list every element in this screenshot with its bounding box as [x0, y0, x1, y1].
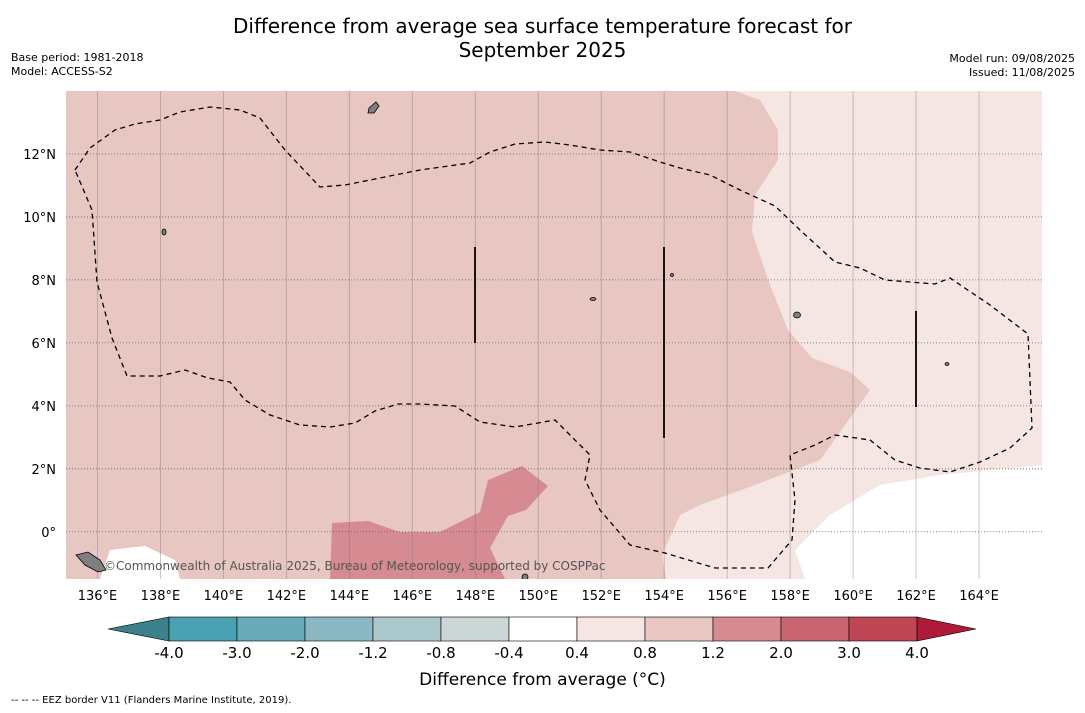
- longitude-labels: 136°E 138°E 140°E 142°E 144°E 146°E 148°E 150°E…: [78, 589, 999, 604]
- latitude-tick-label: 4°N: [32, 400, 57, 415]
- longitude-tick-label: 154°E: [644, 589, 684, 604]
- island-guam: [367, 101, 380, 114]
- longitude-tick-label: 150°E: [518, 589, 558, 604]
- latitude-tick-label: 10°N: [23, 211, 56, 226]
- longitude-tick-label: 136°E: [78, 589, 118, 604]
- colorbar-segment: [780, 616, 850, 642]
- longitude-tick-label: 156°E: [707, 589, 747, 604]
- anomaly-band-0.4-0.8: [662, 91, 1042, 579]
- longitude-tick-label: 140°E: [204, 589, 244, 604]
- colorbar-tick-label: 3.0: [837, 644, 861, 662]
- model-info: Base period: 1981-2018 Model: ACCESS-S2: [11, 51, 143, 79]
- model-name: Model: ACCESS-S2: [11, 65, 113, 78]
- island: [521, 573, 529, 579]
- issued-date: Issued: 11/08/2025: [968, 66, 1075, 79]
- island: [589, 297, 597, 301]
- latitude-tick-label: 6°N: [32, 337, 57, 352]
- title-line-1: Difference from average sea surface temp…: [232, 14, 852, 38]
- longitude-tick-label: 138°E: [141, 589, 181, 604]
- map-plot-area: ©Commonwealth of Australia 2025, Bureau …: [66, 91, 1042, 579]
- latitude-tick-label: 2°N: [32, 463, 57, 478]
- colorbar-segment: [304, 616, 374, 642]
- latitude-tick-label: 8°N: [32, 274, 57, 289]
- island-kosrae: [944, 362, 950, 366]
- islands: [75, 101, 950, 579]
- colorbar-tick-label: 2.0: [769, 644, 793, 662]
- colorbar-tick-label: 0.4: [565, 644, 589, 662]
- longitude-tick-label: 148°E: [456, 589, 496, 604]
- anomaly-band-neutral: [795, 465, 1042, 579]
- colorbar-segment: [168, 616, 238, 642]
- base-period: Base period: 1981-2018: [11, 51, 144, 64]
- colorbar-segment: [576, 616, 646, 642]
- colorbar-segment: [508, 616, 578, 642]
- colorbar-extend-high: [916, 616, 977, 642]
- colorbar-segment: [644, 616, 714, 642]
- longitude-tick-label: 144°E: [330, 589, 370, 604]
- colorbar-segment: [236, 616, 306, 642]
- colorbar-title: Difference from average (°C): [419, 670, 666, 690]
- colorbar-segment: [848, 616, 918, 642]
- latitude-tick-label: 0°: [41, 526, 56, 541]
- colorbar-tick-label: -3.0: [222, 644, 251, 662]
- island: [670, 273, 674, 277]
- colorbar-tick-label: 0.8: [633, 644, 657, 662]
- latitude-gridlines: [66, 153, 1042, 533]
- colorbar-segment: [712, 616, 782, 642]
- colorbar-tick-label: -0.8: [426, 644, 455, 662]
- longitude-tick-label: 162°E: [896, 589, 936, 604]
- eez-footnote: -- -- -- EEZ border V11 (Flanders Marine…: [11, 695, 292, 706]
- colorbar-tick-label: -4.0: [154, 644, 183, 662]
- colorbar-labels: -4.0 -3.0 -2.0 -1.2 -0.8 -0.4 0.4 0.8 1.2 2.0 3.0 4…: [154, 644, 929, 662]
- colorbar-tick-label: 1.2: [701, 644, 725, 662]
- longitude-tick-label: 152°E: [581, 589, 621, 604]
- model-run: Model run: 09/08/2025: [949, 52, 1075, 65]
- colorbar-tick-label: -0.4: [494, 644, 523, 662]
- island-pohnpei: [793, 311, 801, 319]
- map-title: Difference from average sea surface temp…: [0, 14, 1085, 62]
- anomaly-band-1.2-2.0: [330, 466, 548, 579]
- longitude-tick-label: 146°E: [393, 589, 433, 604]
- colorbar-segment: [440, 616, 510, 642]
- latitude-labels: 12°N 10°N 8°N 6°N 4°N 2°N 0°: [23, 148, 56, 541]
- colorbar-extend-low: [107, 616, 170, 642]
- colorbar: [107, 616, 977, 642]
- colorbar-segment: [372, 616, 442, 642]
- credit-text: ©Commonwealth of Australia 2025, Bureau …: [104, 559, 606, 573]
- latitude-tick-label: 12°N: [23, 148, 56, 163]
- anomaly-band-neutral-sw: [100, 546, 180, 579]
- island-new-guinea: [75, 551, 107, 573]
- longitude-tick-label: 164°E: [959, 589, 999, 604]
- title-line-2: September 2025: [458, 38, 627, 62]
- longitude-tick-label: 142°E: [267, 589, 307, 604]
- longitude-tick-label: 160°E: [833, 589, 873, 604]
- colorbar-tick-label: -1.2: [358, 644, 387, 662]
- colorbar-tick-label: 4.0: [905, 644, 929, 662]
- longitude-tick-label: 158°E: [770, 589, 810, 604]
- colorbar-tick-label: -2.0: [290, 644, 319, 662]
- island: [161, 228, 167, 236]
- run-info: Model run: 09/08/2025 Issued: 11/08/2025: [949, 52, 1075, 80]
- eez-border-west: [74, 106, 1033, 569]
